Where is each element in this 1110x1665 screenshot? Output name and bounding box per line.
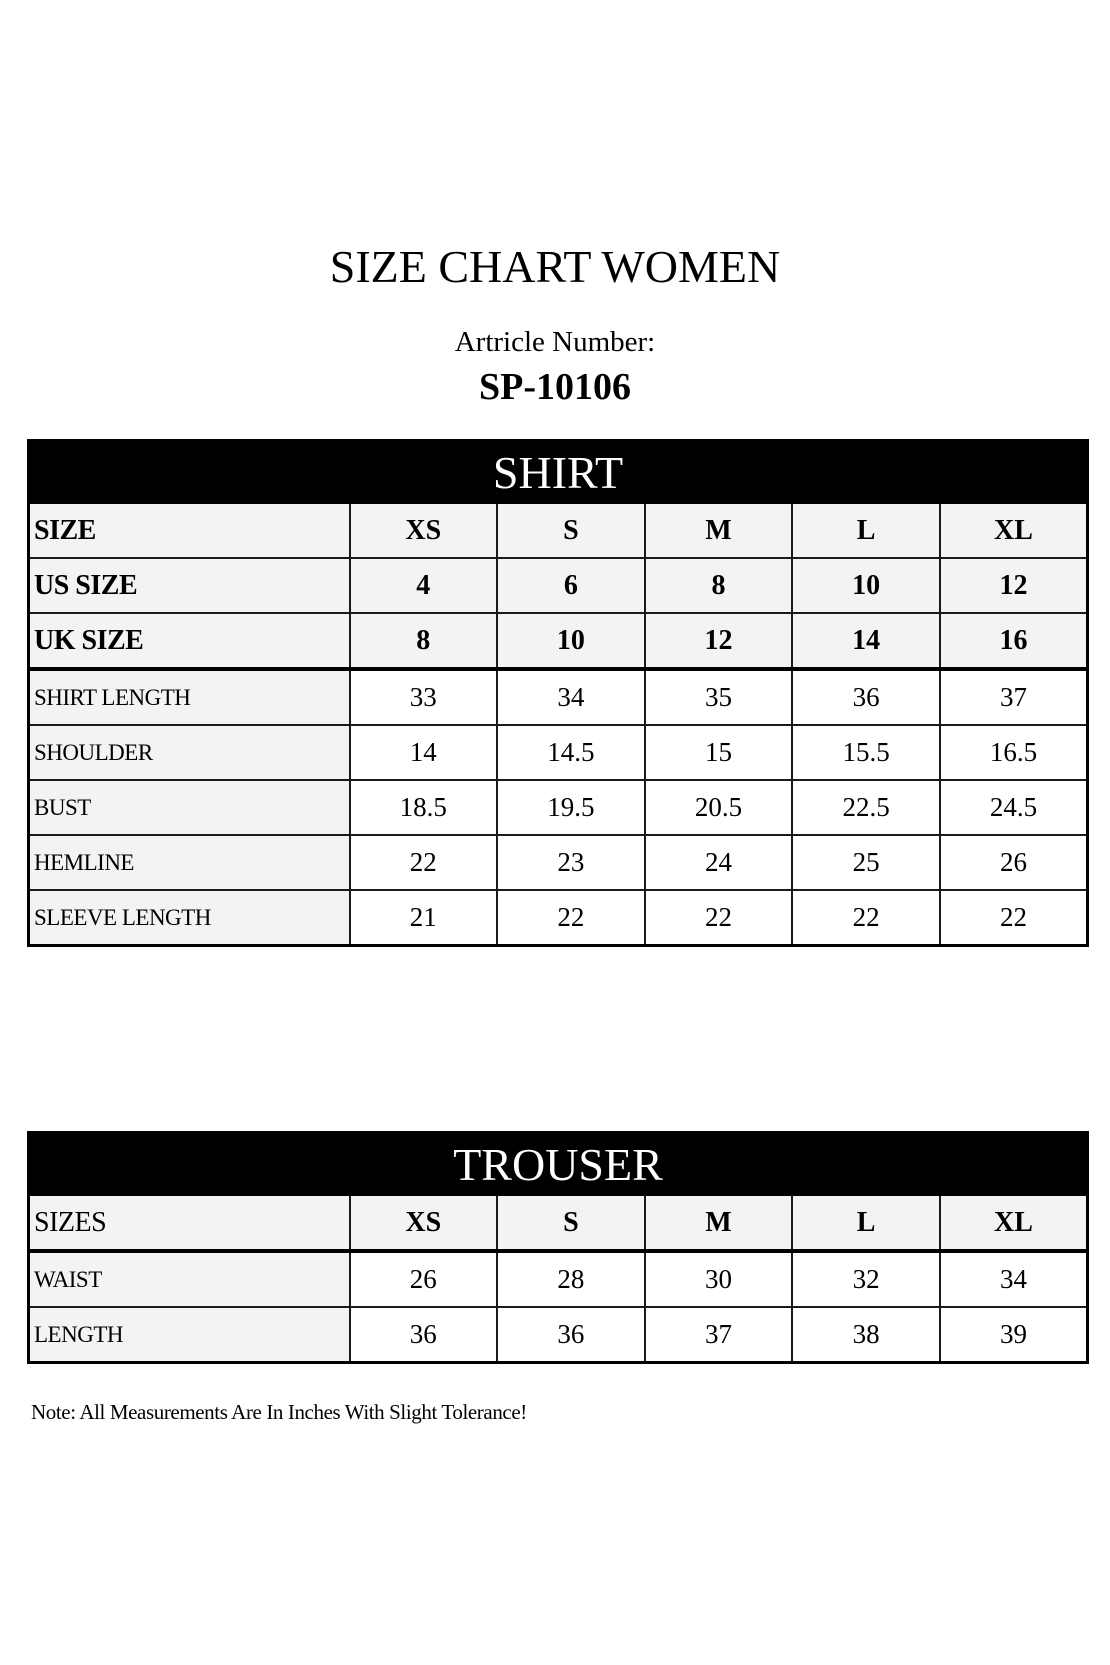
table-cell: 24: [643, 834, 794, 891]
table-cell: 8: [348, 612, 499, 671]
table-row: SHIRT LENGTH 33 34 35 36 37: [27, 668, 1089, 726]
table-cell: 37: [643, 1306, 794, 1364]
table-row: LENGTH 36 36 37 38 39: [27, 1306, 1089, 1364]
article-number: SP-10106: [479, 366, 631, 408]
table-cell: 12: [643, 612, 794, 671]
row-label: SHOULDER: [27, 724, 351, 781]
table-row: WAIST 26 28 30 32 34: [27, 1250, 1089, 1308]
table-cell: 12: [938, 557, 1089, 614]
table-row: BUST 18.5 19.5 20.5 22.5 24.5: [27, 779, 1089, 836]
table-cell: 20.5: [643, 779, 794, 836]
row-label: SIZE: [27, 502, 351, 559]
table-row: SIZES XS S M L XL: [27, 1194, 1089, 1253]
table-cell: L: [791, 1194, 941, 1253]
table-cell: 26: [348, 1250, 499, 1308]
table-cell: 16: [938, 612, 1089, 671]
table-row: SHOULDER 14 14.5 15 15.5 16.5: [27, 724, 1089, 781]
table-cell: XL: [938, 1194, 1089, 1253]
table-cell: 15.5: [791, 724, 941, 781]
shirt-heading: SHIRT: [27, 439, 1089, 504]
row-label: SHIRT LENGTH: [27, 668, 351, 726]
row-label: HEMLINE: [27, 834, 351, 891]
table-cell: 16.5: [938, 724, 1089, 781]
table-cell: 26: [938, 834, 1089, 891]
table-row: HEMLINE 22 23 24 25 26: [27, 834, 1089, 891]
table-cell: 35: [643, 668, 794, 726]
table-cell: 37: [938, 668, 1089, 726]
table-cell: 22.5: [791, 779, 941, 836]
table-cell: 15: [643, 724, 794, 781]
page-title: SIZE CHART WOMEN: [329, 241, 781, 292]
row-label: SIZES: [27, 1194, 351, 1253]
table-cell: 14: [791, 612, 941, 671]
table-cell: 22: [643, 889, 794, 947]
table-cell: 30: [643, 1250, 794, 1308]
trouser-size-table: TROUSER SIZES XS S M L XL WAIST 26 28 30 32 34 LENGT…: [27, 1131, 1089, 1364]
table-cell: 38: [791, 1306, 941, 1364]
table-cell: S: [496, 1194, 646, 1253]
table-cell: 4: [348, 557, 499, 614]
table-cell: 24.5: [938, 779, 1089, 836]
row-label: LENGTH: [27, 1306, 351, 1364]
table-row: UK SIZE 8 10 12 14 16: [27, 612, 1089, 671]
table-cell: 36: [496, 1306, 646, 1364]
table-cell: 28: [496, 1250, 646, 1308]
table-cell: 36: [791, 668, 941, 726]
trouser-heading: TROUSER: [27, 1131, 1089, 1196]
table-cell: S: [496, 502, 646, 559]
table-cell: 22: [348, 834, 499, 891]
table-cell: 10: [496, 612, 646, 671]
measurement-note: Note: All Measurements Are In Inches Wit…: [31, 1400, 527, 1424]
table-cell: L: [791, 502, 941, 559]
table-cell: 22: [791, 889, 941, 947]
table-cell: 14: [348, 724, 499, 781]
table-cell: XS: [348, 502, 499, 559]
table-row: SLEEVE LENGTH 21 22 22 22 22: [27, 889, 1089, 947]
table-cell: M: [643, 502, 794, 559]
table-cell: 21: [348, 889, 499, 947]
row-label: SLEEVE LENGTH: [27, 889, 351, 947]
table-cell: 39: [938, 1306, 1089, 1364]
table-cell: XL: [938, 502, 1089, 559]
shirt-size-table: SHIRT SIZE XS S M L XL US SIZE 4 6 8 10 12 UK SIZE 8 1…: [27, 439, 1089, 947]
table-cell: XS: [348, 1194, 499, 1253]
table-row: US SIZE 4 6 8 10 12: [27, 557, 1089, 614]
table-cell: 33: [348, 668, 499, 726]
article-number-label: Artricle Number:: [454, 326, 656, 358]
row-label: UK SIZE: [27, 612, 351, 671]
table-cell: 32: [791, 1250, 941, 1308]
table-cell: 8: [643, 557, 794, 614]
row-label: US SIZE: [27, 557, 351, 614]
table-cell: 6: [496, 557, 646, 614]
table-cell: 34: [496, 668, 646, 726]
table-cell: 22: [938, 889, 1089, 947]
table-row: SIZE XS S M L XL: [27, 502, 1089, 559]
table-cell: 25: [791, 834, 941, 891]
row-label: WAIST: [27, 1250, 351, 1308]
row-label: BUST: [27, 779, 351, 836]
table-cell: 14.5: [496, 724, 646, 781]
table-cell: 10: [791, 557, 941, 614]
table-cell: M: [643, 1194, 794, 1253]
table-cell: 23: [496, 834, 646, 891]
table-cell: 34: [938, 1250, 1089, 1308]
table-cell: 36: [348, 1306, 499, 1364]
table-cell: 19.5: [496, 779, 646, 836]
table-cell: 18.5: [348, 779, 499, 836]
table-cell: 22: [496, 889, 646, 947]
